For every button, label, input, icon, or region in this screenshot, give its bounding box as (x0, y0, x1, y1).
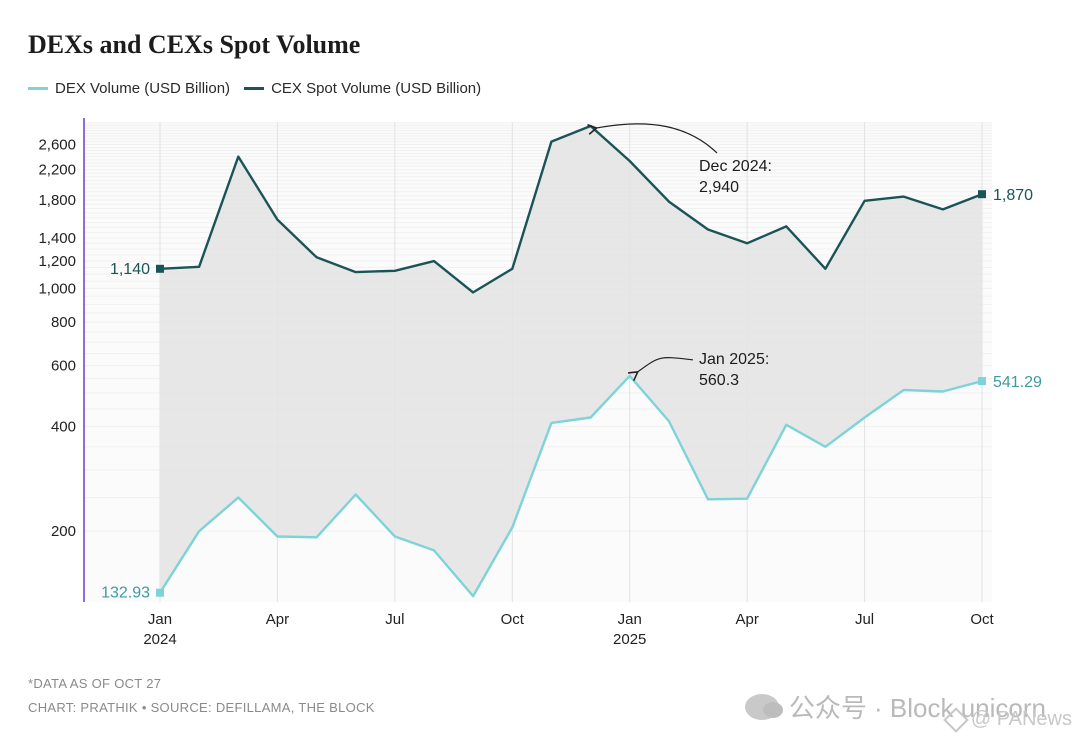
annotation-arrow (628, 357, 694, 382)
annotation-label-line1: Jan 2025: (699, 351, 769, 368)
legend-swatch-cex (244, 87, 265, 90)
wechat-watermark: 公众号 · Block unicorn (744, 688, 1046, 725)
x-tick-label: Apr (735, 611, 758, 628)
y-tick-label: 600 (51, 358, 76, 375)
panews-watermark-text: @ PANews (970, 708, 1072, 730)
footnote-source: CHART: PRATHIK • SOURCE: DEFILLAMA, THE … (28, 700, 375, 715)
panews-logo-icon (943, 706, 969, 733)
y-tick-label: 1,400 (38, 230, 76, 247)
annotation-label-line2: 560.3 (699, 372, 739, 389)
cex-endpoint-marker (156, 264, 164, 273)
annotation-arrow (587, 123, 718, 154)
x-tick-label: Jul (385, 611, 404, 628)
legend-item-dex: DEX Volume (USD Billion) (28, 80, 230, 97)
cex-end-label: 1,870 (993, 187, 1033, 204)
legend-label-dex: DEX Volume (USD Billion) (55, 80, 231, 97)
volume-gap-area (160, 126, 982, 597)
y-tick-label: 200 (51, 523, 76, 540)
y-tick-label: 2,600 (38, 137, 76, 154)
annotation-label-line2: 2,940 (699, 179, 739, 196)
dex-start-label: 132.93 (101, 585, 150, 602)
panews-watermark: @ PANews (943, 706, 1072, 733)
x-tick-label: Jan (148, 611, 172, 628)
x-tick-label: Oct (970, 611, 994, 628)
x-tick-label: Apr (266, 611, 289, 628)
x-tick-year-label: 2025 (613, 631, 646, 648)
wechat-icon (744, 693, 783, 720)
wechat-watermark-text: 公众号 · Block unicorn (788, 693, 1046, 723)
annotation-label-line1: Dec 2024: (699, 158, 772, 175)
dex-volume-line (158, 374, 983, 598)
cex-volume-line (159, 124, 983, 294)
x-tick-year-label: 2024 (143, 631, 176, 648)
dex-end-label: 541.29 (993, 374, 1042, 391)
y-tick-label: 1,200 (38, 253, 76, 270)
x-tick-label: Oct (501, 611, 525, 628)
legend-label-cex: CEX Spot Volume (USD Billion) (271, 80, 482, 97)
y-tick-label: 1,000 (38, 281, 76, 298)
legend-swatch-dex (28, 87, 48, 90)
dex-endpoint-marker (978, 377, 986, 386)
y-tick-label: 800 (51, 314, 76, 331)
dex-endpoint-marker (156, 588, 164, 597)
chart-title: DEXs and CEXs Spot Volume (28, 30, 361, 59)
y-tick-label: 1,800 (38, 192, 76, 209)
legend: DEX Volume (USD Billion) CEX Spot Volume… (28, 80, 481, 97)
y-tick-label: 2,200 (38, 162, 76, 179)
cex-endpoint-marker (978, 190, 986, 199)
y-tick-label: 400 (51, 419, 76, 436)
legend-item-cex: CEX Spot Volume (USD Billion) (244, 80, 481, 97)
x-tick-label: Jul (855, 611, 874, 628)
footnote-data-date: *DATA AS OF OCT 27 (28, 676, 162, 691)
cex-start-label: 1,140 (110, 261, 150, 278)
x-tick-label: Jan (618, 611, 642, 628)
